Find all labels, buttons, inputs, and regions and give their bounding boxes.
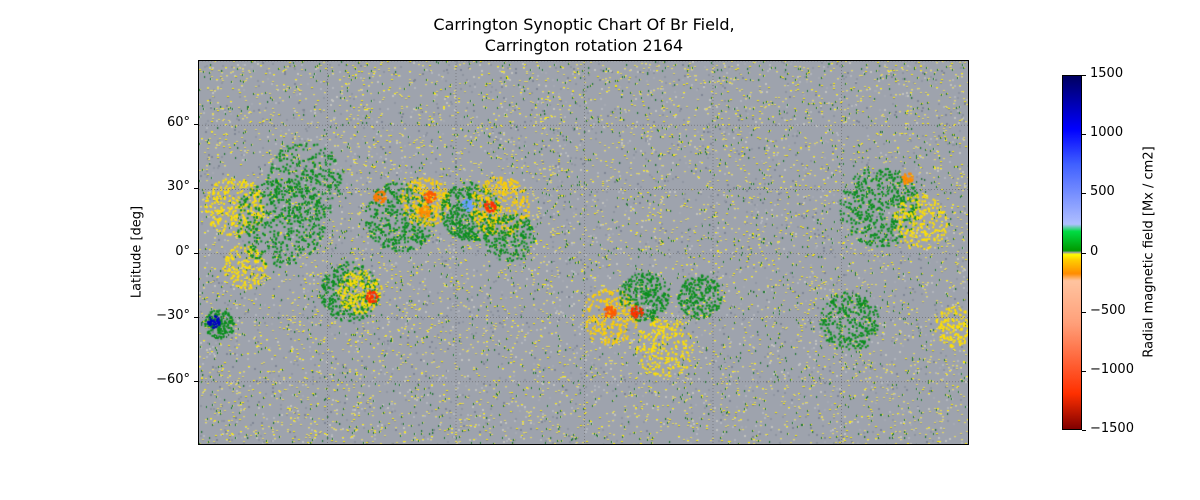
colorbar-tick-mark [1082, 193, 1086, 195]
chart-title-line-1: Carrington Synoptic Chart Of Br Field, [433, 15, 735, 34]
y-tick-label: 30° [166, 179, 190, 195]
chart-title: Carrington Synoptic Chart Of Br Field, C… [384, 14, 784, 56]
colorbar-tick-label: 1500 [1090, 66, 1124, 81]
y-tick-mark [194, 124, 198, 126]
gridlines [199, 61, 968, 444]
y-tick-mark [194, 316, 198, 318]
colorbar [1062, 75, 1082, 430]
colorbar-gradient [1063, 76, 1081, 429]
colorbar-tick-mark [1082, 134, 1086, 136]
br-field-heatmap [199, 61, 968, 444]
colorbar-tick-label: 1000 [1090, 125, 1124, 141]
colorbar-tick-mark [1082, 75, 1086, 76]
colorbar-tick-label: 500 [1090, 184, 1115, 200]
y-tick-mark [194, 252, 198, 254]
y-tick-label: −60° [156, 371, 190, 387]
y-tick-label: 0° [175, 243, 190, 259]
y-tick-mark [194, 380, 198, 382]
colorbar-tick-label: −1000 [1090, 361, 1134, 377]
y-axis-label: Latitude [deg] [129, 205, 145, 299]
chart-title-line-2: Carrington rotation 2164 [484, 36, 684, 55]
colorbar-tick-mark [1082, 252, 1086, 254]
y-tick-label: −30° [156, 307, 190, 323]
colorbar-tick-label: −1500 [1090, 421, 1134, 436]
synoptic-map-plot [198, 60, 969, 445]
colorbar-label: Radial magnetic field [Mx / cm2] [1141, 146, 1157, 358]
colorbar-tick-label: 0 [1090, 243, 1099, 259]
colorbar-tick-mark [1082, 370, 1086, 372]
colorbar-tick-mark [1082, 311, 1086, 313]
y-tick-mark [194, 188, 198, 190]
colorbar-tick-mark [1082, 430, 1086, 431]
colorbar-tick-label: −500 [1090, 302, 1126, 318]
y-tick-label: 60° [166, 115, 190, 131]
